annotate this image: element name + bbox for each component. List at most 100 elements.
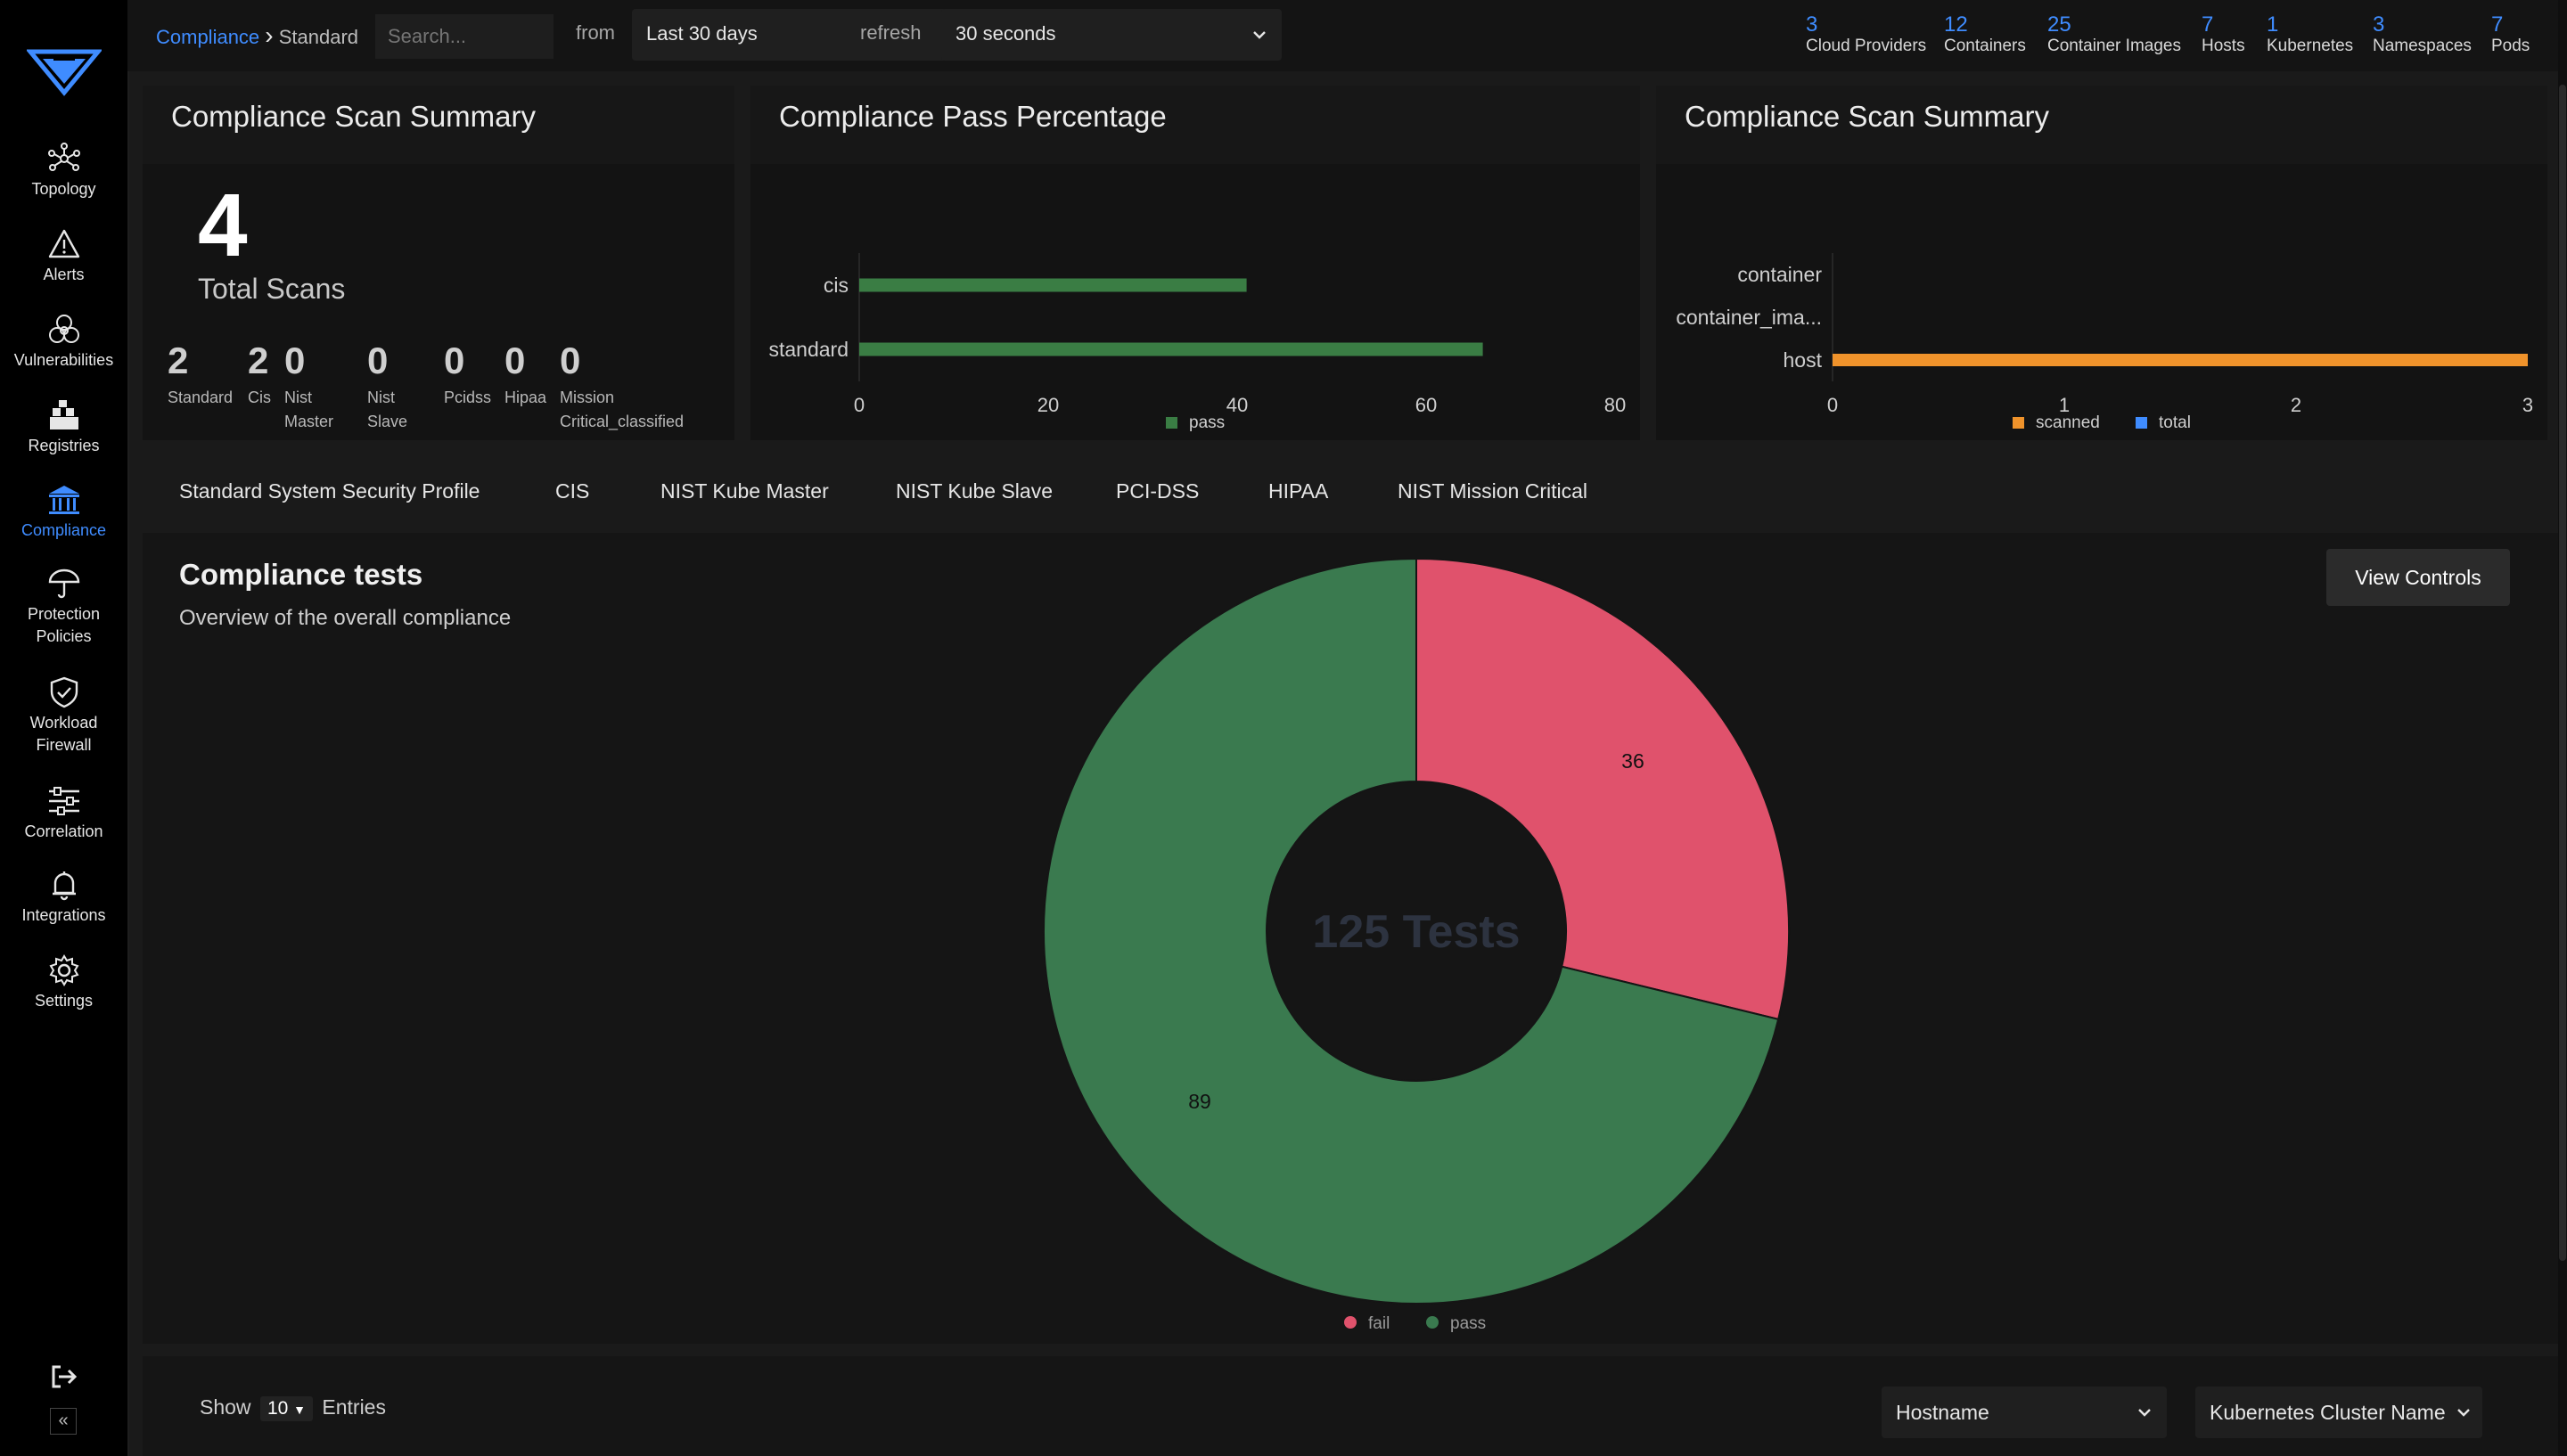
hostname-filter-select[interactable]: Hostname: [1882, 1386, 2167, 1438]
stat-cloud-providers[interactable]: 3 Cloud Providers: [1806, 12, 1926, 55]
chevron-down-icon: [2138, 1409, 2151, 1417]
nav-registries[interactable]: Registries: [0, 399, 127, 457]
panel-header: [750, 86, 1640, 164]
logo-icon: [27, 49, 102, 96]
tab-nist-kube-master[interactable]: NIST Kube Master: [660, 479, 829, 503]
nav-label: Alerts: [43, 266, 85, 283]
panel-title: Compliance Scan Summary: [1685, 100, 2049, 133]
nav-label: Integrations: [21, 906, 106, 924]
legend-label: pass: [1450, 1314, 1486, 1333]
compliance-icon: [48, 486, 79, 514]
stat-number: 3: [1806, 12, 1818, 37]
tab-nist-mission-critical[interactable]: NIST Mission Critical: [1398, 479, 1587, 503]
x-tick-label: 2: [2291, 394, 2301, 416]
tab-pci-dss[interactable]: PCI-DSS: [1116, 479, 1200, 503]
scan-summary-chart-panel: Compliance Scan Summary container contain…: [1656, 86, 2547, 440]
scan-count-pcidss: 0 Pcidss: [444, 339, 491, 410]
donut-center-label: 125 Tests: [1312, 906, 1520, 958]
table-controls: Show 10 ▼ Entries Hostname Kubernetes Cl…: [143, 1356, 2558, 1456]
stat-number: 25: [2047, 12, 2071, 37]
stat-namespaces[interactable]: 3 Namespaces: [2373, 12, 2472, 55]
scan-caption: Critical_classified: [560, 413, 685, 430]
nav-label: Protection: [27, 605, 101, 623]
scan-caption: Standard: [168, 389, 234, 406]
shield-icon: [50, 676, 78, 708]
nav-alerts[interactable]: Alerts: [0, 228, 127, 286]
sidebar: Topology Alerts Vulnerabilities Registri…: [0, 0, 129, 1456]
nav-correlation[interactable]: Correlation: [0, 785, 127, 843]
collapse-sidebar-button[interactable]: «: [50, 1408, 77, 1435]
tab-cis[interactable]: CIS: [555, 479, 590, 503]
scan-caption: Cis: [248, 389, 271, 406]
nav-integrations[interactable]: Integrations: [0, 869, 127, 927]
nav-label: Registries: [28, 437, 100, 454]
x-tick-label: 0: [1827, 394, 1838, 416]
scan-count-mission-critical: 0 Mission Critical_classified: [560, 339, 684, 434]
legend-label: total: [2159, 413, 2191, 432]
nav-workload-firewall[interactable]: Workload Firewall: [0, 676, 127, 757]
stat-pods[interactable]: 7 Pods: [2491, 12, 2530, 55]
scan-count: 0: [560, 339, 581, 381]
alert-icon: [48, 229, 79, 258]
scan-caption: Nist: [284, 389, 312, 406]
logout-icon[interactable]: [46, 1360, 80, 1394]
stat-container-images[interactable]: 25 Container Images: [2047, 12, 2181, 55]
nav-compliance[interactable]: Compliance: [0, 484, 127, 542]
entries-label: Entries: [322, 1395, 386, 1419]
scan-count: 2: [168, 339, 189, 381]
breadcrumb-link[interactable]: Compliance: [156, 26, 260, 48]
x-tick-label: 3: [2522, 394, 2533, 416]
x-tick-label: 80: [1604, 394, 1626, 416]
slice-value-label: 89: [1188, 1090, 1211, 1113]
legend-swatch-total: [2136, 417, 2147, 429]
nav-settings[interactable]: Settings: [0, 954, 127, 1012]
tab-hipaa[interactable]: HIPAA: [1268, 479, 1329, 503]
section-subtitle: Overview of the overall compliance: [179, 606, 512, 630]
legend-swatch-scanned: [2013, 417, 2024, 429]
category-label: cis: [824, 274, 849, 297]
entries-control: Show 10 ▼ Entries: [200, 1395, 386, 1421]
scan-caption: Pcidss: [444, 389, 492, 406]
panel-header: [1656, 86, 2547, 164]
scan-count-nist-slave: 0 Nist Slave: [367, 339, 407, 434]
x-tick-label: 20: [1037, 394, 1059, 416]
page-scrollbar[interactable]: [2558, 0, 2567, 1456]
refresh-interval-select[interactable]: 30 seconds: [941, 9, 1282, 61]
nav-label: Correlation: [24, 822, 103, 840]
panel-header: [143, 86, 734, 164]
entries-select[interactable]: 10 ▼: [259, 1396, 313, 1421]
scan-count: 0: [367, 339, 389, 381]
stat-kubernetes[interactable]: 1 Kubernetes: [2267, 12, 2353, 55]
nav-topology[interactable]: Topology: [0, 143, 127, 200]
bar-pass: [859, 342, 1483, 356]
view-controls-button[interactable]: View Controls: [2326, 549, 2510, 606]
tab-standard-system-security-profile[interactable]: Standard System Security Profile: [143, 479, 519, 544]
scan-count-nist-master: 0 Nist Master: [284, 339, 333, 434]
scan-caption: Master: [284, 413, 334, 430]
chevron-down-icon: [2457, 1409, 2470, 1417]
scan-count: 0: [444, 339, 465, 381]
breadcrumb: Compliance › Standard: [156, 21, 358, 50]
nav-label: Vulnerabilities: [13, 351, 114, 369]
cluster-filter-select[interactable]: Kubernetes Cluster Name: [2195, 1386, 2482, 1438]
scan-caption: Nist: [367, 389, 395, 406]
refresh-interval-value: 30 seconds: [955, 22, 1056, 45]
nav-label: Topology: [31, 180, 96, 198]
search-input[interactable]: [375, 14, 554, 59]
nav-protection-policies[interactable]: Protection Policies: [0, 568, 127, 648]
time-range-select[interactable]: Last 30 days: [632, 9, 971, 61]
stat-containers[interactable]: 12 Containers: [1944, 12, 2026, 55]
chevron-down-icon: [1253, 31, 1266, 39]
tab-nist-kube-slave[interactable]: NIST Kube Slave: [896, 479, 1054, 503]
stat-caption: Namespaces: [2373, 37, 2472, 55]
scrollbar-thumb[interactable]: [2559, 85, 2566, 1261]
nav-vulnerabilities[interactable]: Vulnerabilities: [0, 314, 127, 372]
legend-swatch-pass: [1166, 417, 1177, 429]
stat-caption: Kubernetes: [2267, 37, 2354, 55]
stat-number: 3: [2373, 12, 2385, 37]
panel-title: Compliance Scan Summary: [171, 100, 536, 133]
scan-summary-panel: Compliance Scan Summary 4 Total Scans 2 …: [143, 86, 734, 440]
x-tick-label: 60: [1415, 394, 1437, 416]
stat-hosts[interactable]: 7 Hosts: [2202, 12, 2245, 55]
refresh-label: refresh: [860, 21, 922, 44]
